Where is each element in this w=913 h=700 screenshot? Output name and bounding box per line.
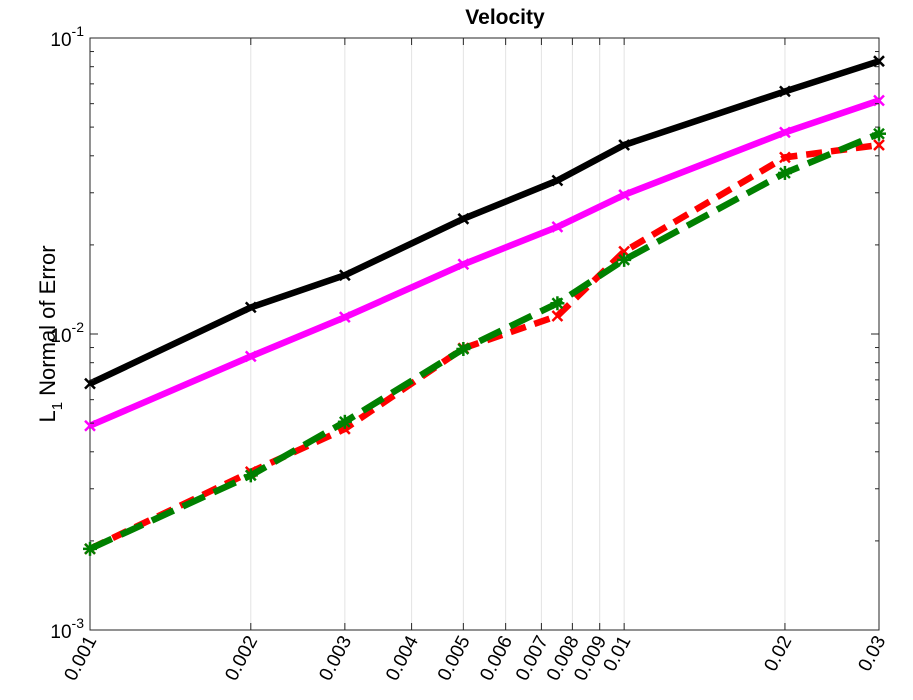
y-tick-exponent: -2 (72, 319, 85, 335)
x-tick-label: 0.02 (760, 632, 796, 675)
x-tick-label: 0.002 (221, 632, 262, 684)
series-line (88, 97, 881, 429)
data-point (457, 258, 470, 271)
x-tick-label: 0.006 (476, 632, 517, 684)
series-4 (83, 126, 886, 556)
series-line (88, 58, 880, 387)
y-tick-base: 10 (50, 30, 71, 51)
x-tick-label: 0.03 (855, 632, 891, 675)
chart-title: Velocity (465, 6, 545, 29)
data-point (618, 139, 631, 151)
series-group (83, 55, 886, 556)
data-point (551, 310, 564, 322)
y-axis-label-rest: Normal of Error (35, 245, 60, 401)
data-point (338, 311, 351, 324)
y-tick-label: 10-3 (50, 615, 84, 643)
y-tick-base: 10 (50, 622, 71, 643)
x-tick-label: 0.005 (434, 632, 475, 684)
y-tick-label: 10-1 (50, 23, 84, 51)
data-point (244, 301, 257, 314)
data-point (872, 126, 886, 141)
data-point (243, 468, 258, 483)
y-tick-label: 10-2 (50, 319, 84, 347)
x-tick-label: 0.003 (315, 632, 356, 684)
y-axis-label-subscript: 1 (49, 402, 66, 410)
data-point (337, 414, 352, 429)
series-line (88, 130, 881, 552)
y-axis-label: L1 Normal of Error (35, 245, 66, 422)
data-point (244, 350, 257, 363)
data-point (550, 296, 565, 311)
series-2 (84, 94, 885, 432)
series-1 (84, 55, 885, 390)
data-point (617, 252, 632, 267)
data-point (618, 189, 631, 201)
data-point (338, 269, 351, 282)
x-tick-label: 0.004 (382, 632, 423, 684)
y-axis-label-main: L (35, 410, 60, 422)
y-tick-exponent: -1 (72, 23, 85, 39)
data-point (873, 139, 885, 151)
data-point (84, 419, 96, 432)
y-tick-base: 10 (50, 326, 71, 347)
data-point (873, 55, 885, 68)
y-tick-labels: 10-310-210-1 (50, 23, 879, 643)
data-point (777, 165, 792, 180)
data-point (457, 212, 470, 225)
x-tick-labels: 0.001 0.002 0.003 0.004 0.005 0.0060.0070.008… (61, 38, 891, 684)
data-point (779, 151, 791, 164)
data-point (779, 126, 791, 139)
y-tick-exponent: -3 (72, 615, 85, 631)
x-tick-label: 0.01 (600, 632, 636, 675)
data-point (83, 541, 97, 556)
data-point (551, 221, 564, 233)
data-point (551, 174, 564, 187)
plot-area-frame (89, 37, 880, 631)
data-point (456, 341, 471, 356)
data-point (779, 85, 791, 98)
series-3 (84, 139, 885, 555)
series-line (88, 141, 880, 552)
x-gridlines (89, 38, 880, 630)
